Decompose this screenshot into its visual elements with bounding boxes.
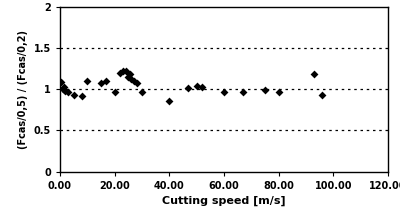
Point <box>194 84 200 88</box>
Point <box>98 82 104 85</box>
Point <box>311 73 318 76</box>
Point <box>240 90 246 93</box>
Point <box>185 86 192 90</box>
Point <box>122 69 129 73</box>
Point <box>139 90 145 93</box>
Point <box>276 90 282 93</box>
Point <box>221 90 227 93</box>
Y-axis label: (Fcas/0,5) / (Fcas/0,2): (Fcas/0,5) / (Fcas/0,2) <box>18 30 28 148</box>
Point <box>199 86 205 89</box>
Point <box>70 93 77 97</box>
Point <box>79 94 85 97</box>
Point <box>65 91 72 94</box>
Point <box>133 82 140 85</box>
Point <box>125 75 132 79</box>
Point <box>60 87 66 91</box>
X-axis label: Cutting speed [m/s]: Cutting speed [m/s] <box>162 196 286 206</box>
Point <box>62 89 69 92</box>
Point <box>117 71 123 74</box>
Point <box>58 81 64 84</box>
Point <box>84 79 90 82</box>
Point <box>166 100 172 103</box>
Point <box>128 77 134 81</box>
Point <box>120 69 126 73</box>
Point <box>130 79 137 82</box>
Point <box>112 90 118 93</box>
Point <box>319 93 326 97</box>
Point <box>103 79 110 82</box>
Point <box>126 73 133 76</box>
Point <box>262 88 268 92</box>
Point <box>61 86 67 89</box>
